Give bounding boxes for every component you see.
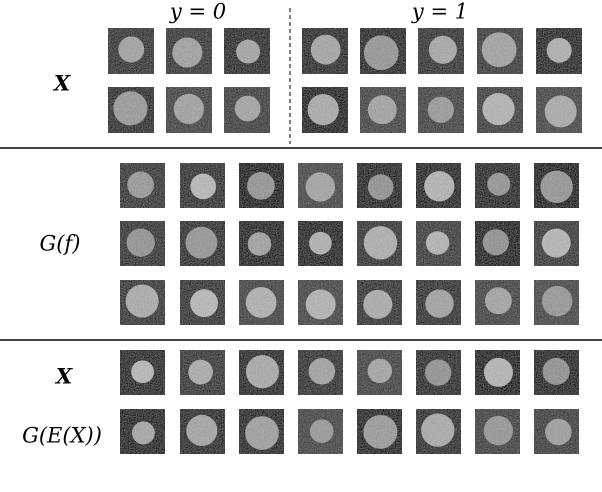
- image-tile: [224, 28, 270, 74]
- image-tile: [360, 28, 406, 74]
- image-tile: [416, 280, 461, 325]
- image-tile: [475, 163, 520, 208]
- image-tile: [475, 280, 520, 325]
- image-tile: [120, 221, 165, 266]
- image-tile: [224, 87, 270, 133]
- image-tile: [180, 221, 225, 266]
- image-tile: [180, 350, 225, 395]
- image-tile: [302, 87, 348, 133]
- row-label: X: [52, 71, 71, 96]
- image-tile: [477, 28, 523, 74]
- image-tile: [534, 350, 579, 395]
- row-label: X: [54, 364, 73, 389]
- image-tile: [180, 280, 225, 325]
- image-tile: [534, 163, 579, 208]
- image-tile: [357, 221, 402, 266]
- image-tile: [239, 409, 284, 454]
- image-tile: [108, 28, 154, 74]
- image-tile: [477, 87, 523, 133]
- image-tile: [120, 409, 165, 454]
- group-label: y = 1: [411, 0, 468, 24]
- image-tile: [298, 163, 343, 208]
- image-tile: [180, 409, 225, 454]
- image-tile: [357, 280, 402, 325]
- group-label: y = 0: [169, 0, 226, 24]
- image-tile: [108, 87, 154, 133]
- image-tile: [302, 28, 348, 74]
- image-tile: [418, 28, 464, 74]
- image-tile: [416, 163, 461, 208]
- image-tile: [120, 350, 165, 395]
- image-tile: [166, 87, 212, 133]
- image-tile: [120, 280, 165, 325]
- image-tile: [120, 163, 165, 208]
- image-tile: [418, 87, 464, 133]
- image-tile: [357, 409, 402, 454]
- image-tile: [298, 280, 343, 325]
- image-tile: [180, 163, 225, 208]
- image-tile: [416, 409, 461, 454]
- image-tile: [166, 28, 212, 74]
- image-tile: [239, 221, 284, 266]
- row-label: G(f): [40, 232, 81, 256]
- image-tile: [536, 87, 582, 133]
- row-label: G(E(X)): [22, 424, 102, 448]
- image-tile: [416, 350, 461, 395]
- image-tile: [239, 163, 284, 208]
- image-tile: [360, 87, 406, 133]
- image-tile: [357, 350, 402, 395]
- image-tile: [534, 280, 579, 325]
- image-tile: [239, 350, 284, 395]
- image-grid: [108, 28, 582, 454]
- image-tile: [357, 163, 402, 208]
- image-tile: [416, 221, 461, 266]
- image-tile: [298, 221, 343, 266]
- image-tile: [475, 350, 520, 395]
- image-tile: [475, 409, 520, 454]
- image-tile: [239, 280, 284, 325]
- image-tile: [534, 409, 579, 454]
- image-tile: [536, 28, 582, 74]
- image-tile: [298, 409, 343, 454]
- image-tile: [298, 350, 343, 395]
- image-tile: [534, 221, 579, 266]
- image-tile: [475, 221, 520, 266]
